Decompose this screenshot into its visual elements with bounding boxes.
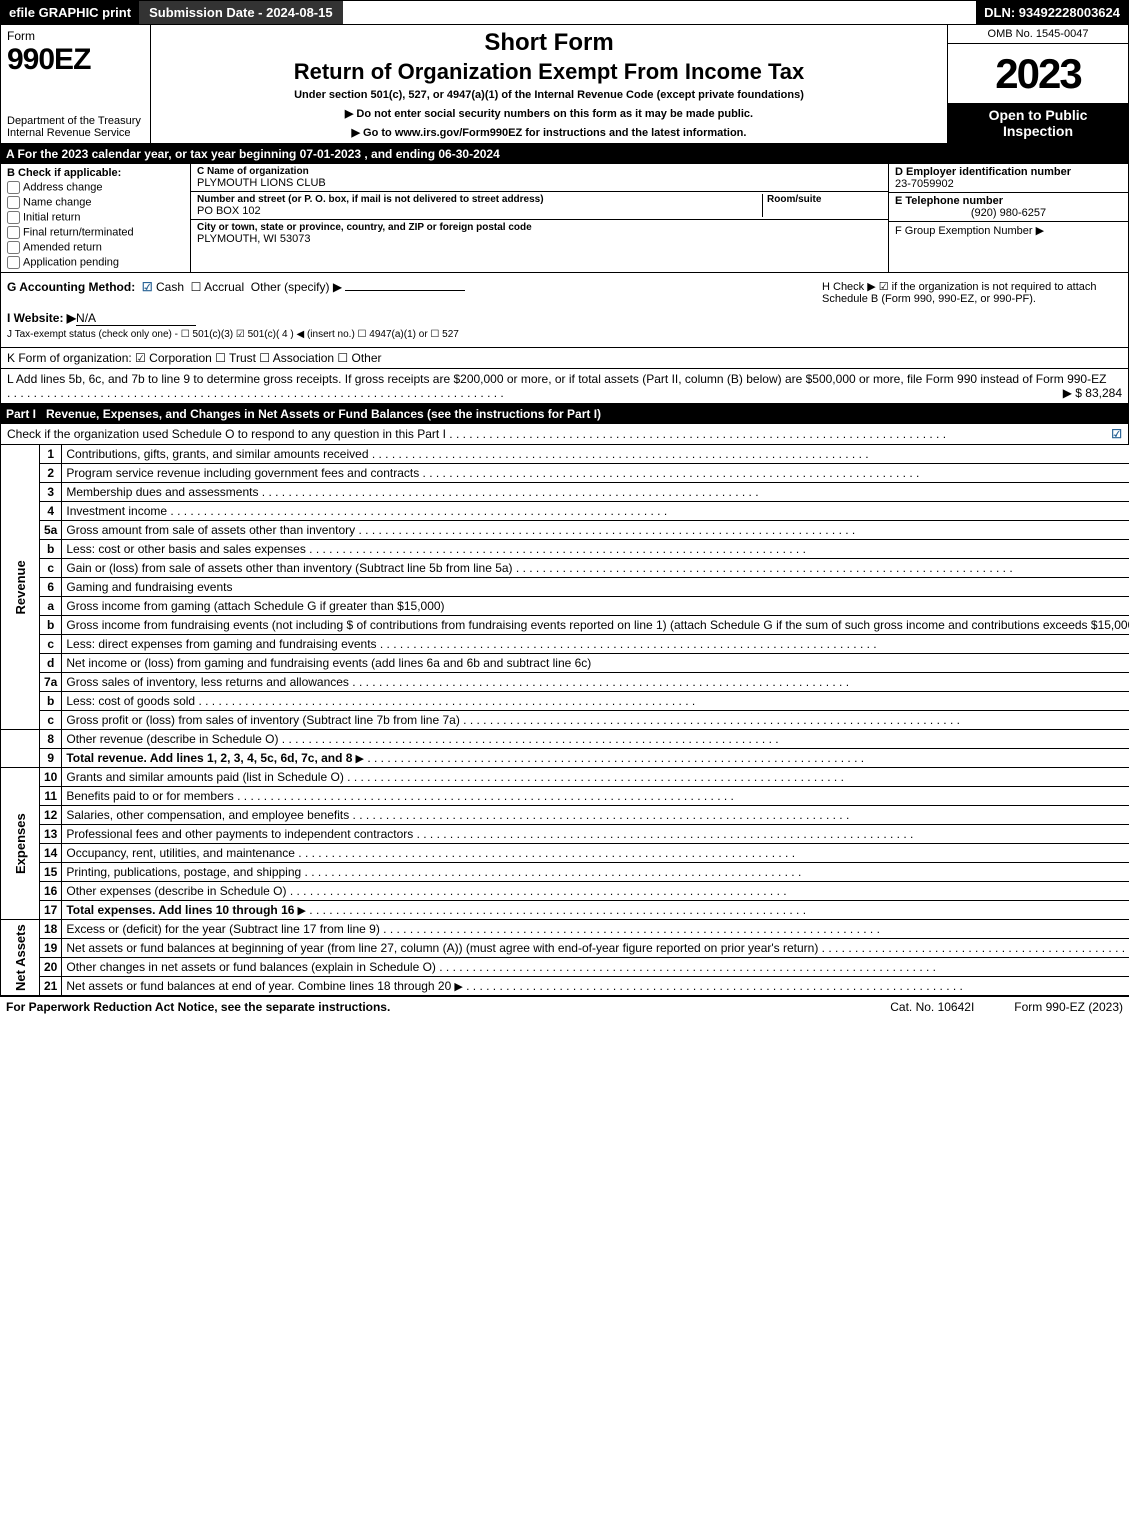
department: Department of the Treasury Internal Reve… bbox=[7, 115, 144, 139]
form-number: 990EZ bbox=[7, 43, 144, 77]
c-city-label: City or town, state or province, country… bbox=[197, 222, 882, 233]
part-title: Revenue, Expenses, and Changes in Net As… bbox=[46, 407, 1123, 421]
row-6: 6 Gaming and fundraising events bbox=[1, 578, 1129, 597]
form-word: Form bbox=[7, 29, 144, 43]
row-a-tax-year: A For the 2023 calendar year, or tax yea… bbox=[0, 144, 1129, 164]
tel-label: E Telephone number bbox=[895, 195, 1122, 207]
part-1-table: Revenue 1 Contributions, gifts, grants, … bbox=[0, 445, 1129, 996]
check-address-change[interactable]: Address change bbox=[7, 181, 184, 194]
section-bcd: B Check if applicable: Address change Na… bbox=[0, 164, 1129, 273]
arrow-icon bbox=[451, 979, 463, 993]
submission-date: Submission Date - 2024-08-15 bbox=[139, 1, 343, 24]
line-j: J Tax-exempt status (check only one) - ☐… bbox=[7, 329, 1122, 340]
column-b-checkboxes: B Check if applicable: Address change Na… bbox=[1, 164, 191, 272]
schedule-o-check-icon: ☑ bbox=[1111, 427, 1122, 441]
row-9: 9 Total revenue. Add lines 1, 2, 3, 4, 5… bbox=[1, 749, 1129, 768]
short-form-title: Short Form bbox=[159, 29, 939, 57]
tel-value: (920) 980-6257 bbox=[895, 207, 1122, 219]
row-5a: 5a Gross amount from sale of assets othe… bbox=[1, 521, 1129, 540]
check-application-pending[interactable]: Application pending bbox=[7, 256, 184, 269]
org-address: PO BOX 102 bbox=[197, 205, 762, 217]
c-addr-label: Number and street (or P. O. box, if mail… bbox=[197, 194, 762, 205]
efile-label[interactable]: efile GRAPHIC print bbox=[1, 1, 139, 24]
column-c-org-info: C Name of organization PLYMOUTH LIONS CL… bbox=[191, 164, 888, 272]
instruction-2: ▶ Go to www.irs.gov/Form990EZ for instru… bbox=[159, 126, 939, 139]
spacer bbox=[343, 1, 977, 24]
part-1-check-line: Check if the organization used Schedule … bbox=[0, 424, 1129, 445]
header-left: Form 990EZ Department of the Treasury In… bbox=[1, 25, 151, 143]
row-1: Revenue 1 Contributions, gifts, grants, … bbox=[1, 445, 1129, 464]
footer-left: For Paperwork Reduction Act Notice, see … bbox=[6, 1000, 850, 1014]
form-subtitle: Under section 501(c), 527, or 4947(a)(1)… bbox=[159, 89, 939, 101]
org-city: PLYMOUTH, WI 53073 bbox=[197, 233, 882, 245]
website-value: N/A bbox=[76, 311, 196, 326]
row-16: 16 Other expenses (describe in Schedule … bbox=[1, 882, 1129, 901]
ein-label: D Employer identification number bbox=[895, 166, 1122, 178]
row-12: 12 Salaries, other compensation, and emp… bbox=[1, 806, 1129, 825]
omb-number: OMB No. 1545-0047 bbox=[948, 25, 1128, 44]
check-initial-return[interactable]: Initial return bbox=[7, 211, 184, 224]
column-d-ein: D Employer identification number 23-7059… bbox=[888, 164, 1128, 272]
line-l-value: ▶ $ 83,284 bbox=[1063, 386, 1122, 400]
row-8: 8 Other revenue (describe in Schedule O)… bbox=[1, 730, 1129, 749]
line-l: L Add lines 5b, 6c, and 7b to line 9 to … bbox=[0, 369, 1129, 404]
row-18: Net Assets 18 Excess or (deficit) for th… bbox=[1, 920, 1129, 939]
other-specify-input[interactable] bbox=[345, 290, 465, 291]
form-title: Return of Organization Exempt From Incom… bbox=[159, 59, 939, 85]
row-13: 13 Professional fees and other payments … bbox=[1, 825, 1129, 844]
c-name-label: C Name of organization bbox=[197, 166, 882, 177]
ein-value: 23-7059902 bbox=[895, 178, 1122, 190]
row-6d: d Net income or (loss) from gaming and f… bbox=[1, 654, 1129, 673]
topbar: efile GRAPHIC print Submission Date - 20… bbox=[0, 0, 1129, 25]
org-name: PLYMOUTH LIONS CLUB bbox=[197, 177, 882, 189]
row-6a: a Gross income from gaming (attach Sched… bbox=[1, 597, 1129, 616]
line-i: I Website: ▶N/A bbox=[7, 311, 1122, 326]
part-1-header: Part I Revenue, Expenses, and Changes in… bbox=[0, 404, 1129, 424]
instruction-1: ▶ Do not enter social security numbers o… bbox=[159, 107, 939, 120]
header-mid: Short Form Return of Organization Exempt… bbox=[151, 25, 948, 143]
row-4: 4 Investment income 4 149 bbox=[1, 502, 1129, 521]
check-final-return[interactable]: Final return/terminated bbox=[7, 226, 184, 239]
footer-center: Cat. No. 10642I bbox=[850, 1000, 1014, 1014]
open-inspection: Open to Public Inspection bbox=[948, 103, 1128, 143]
footer-right: Form 990-EZ (2023) bbox=[1014, 1000, 1123, 1014]
arrow-icon bbox=[352, 751, 364, 765]
row-6c: c Less: direct expenses from gaming and … bbox=[1, 635, 1129, 654]
arrow-icon bbox=[294, 903, 306, 917]
line-h: H Check ▶ ☑ if the organization is not r… bbox=[822, 280, 1122, 305]
row-15: 15 Printing, publications, postage, and … bbox=[1, 863, 1129, 882]
dln: DLN: 93492228003624 bbox=[976, 1, 1128, 24]
check-amended-return[interactable]: Amended return bbox=[7, 241, 184, 254]
row-6b: b Gross income from fundraising events (… bbox=[1, 616, 1129, 635]
row-14: 14 Occupancy, rent, utilities, and maint… bbox=[1, 844, 1129, 863]
row-11: 11 Benefits paid to or for members 11 bbox=[1, 787, 1129, 806]
row-19: 19 Net assets or fund balances at beginn… bbox=[1, 939, 1129, 958]
group-exemption-label: F Group Exemption Number ▶ bbox=[895, 224, 1122, 237]
row-21: 21 Net assets or fund balances at end of… bbox=[1, 977, 1129, 996]
row-7c: c Gross profit or (loss) from sales of i… bbox=[1, 711, 1129, 730]
row-10: Expenses 10 Grants and similar amounts p… bbox=[1, 768, 1129, 787]
row-5b: b Less: cost or other basis and sales ex… bbox=[1, 540, 1129, 559]
line-k: K Form of organization: ☑ Corporation ☐ … bbox=[0, 348, 1129, 369]
row-2: 2 Program service revenue including gove… bbox=[1, 464, 1129, 483]
page-footer: For Paperwork Reduction Act Notice, see … bbox=[0, 996, 1129, 1017]
row-7a: 7a Gross sales of inventory, less return… bbox=[1, 673, 1129, 692]
row-7b: b Less: cost of goods sold 7b bbox=[1, 692, 1129, 711]
lines-g-to-j: H Check ▶ ☑ if the organization is not r… bbox=[0, 273, 1129, 348]
room-label: Room/suite bbox=[767, 194, 882, 205]
revenue-side-label: Revenue bbox=[1, 445, 40, 730]
part-label: Part I bbox=[6, 407, 46, 421]
expenses-side-label: Expenses bbox=[1, 768, 40, 920]
netassets-side-label: Net Assets bbox=[1, 920, 40, 996]
tax-year: 2023 bbox=[948, 44, 1128, 103]
row-17: 17 Total expenses. Add lines 10 through … bbox=[1, 901, 1129, 920]
form-header: Form 990EZ Department of the Treasury In… bbox=[0, 25, 1129, 144]
b-head: B Check if applicable: bbox=[7, 167, 121, 179]
row-5c: c Gain or (loss) from sale of assets oth… bbox=[1, 559, 1129, 578]
row-3: 3 Membership dues and assessments 3 16,1… bbox=[1, 483, 1129, 502]
check-name-change[interactable]: Name change bbox=[7, 196, 184, 209]
header-right: OMB No. 1545-0047 2023 Open to Public In… bbox=[948, 25, 1128, 143]
check-icon: ☑ bbox=[142, 280, 153, 294]
row-20: 20 Other changes in net assets or fund b… bbox=[1, 958, 1129, 977]
